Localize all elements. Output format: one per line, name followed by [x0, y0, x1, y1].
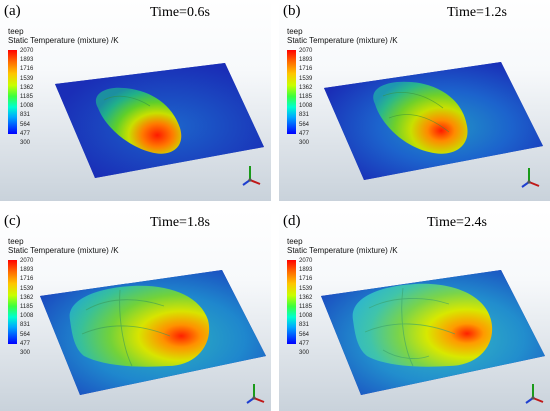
colorbar-tick: 1539 [299, 285, 313, 292]
axis-triad-icon [246, 384, 265, 404]
colorbar-ticks: 2070 1893 1716 1539 1362 1185 1008 831 5… [299, 47, 312, 148]
colorbar-tick: 1539 [299, 75, 313, 82]
colorbar-tick: 477 [20, 340, 31, 347]
panel-a: (a) Time=0.6s teep Static Temperature (m… [0, 0, 271, 201]
temperature-contour-plot [40, 270, 266, 395]
colorbar-tick: 477 [299, 130, 310, 137]
colorbar-tick: 1362 [299, 84, 313, 91]
panel-c: (c) Time=1.8s teep Static Temperature (m… [0, 210, 271, 411]
colorbar-tick: 1893 [299, 57, 313, 64]
colorbar-tick: 831 [20, 112, 31, 119]
colorbar-tick: 564 [299, 331, 310, 338]
colorbar-tick: 1362 [20, 84, 34, 91]
colorbar [287, 260, 296, 344]
panel-label: (d) [283, 213, 301, 229]
colorbar-tick: 831 [20, 322, 31, 329]
colorbar-quantity: Static Temperature (mixture) /K [287, 36, 398, 45]
colorbar-tick: 1716 [299, 66, 313, 73]
panel-d: (d) Time=2.4s teep Static Temperature (m… [279, 210, 550, 411]
colorbar-tick: 1716 [20, 66, 34, 73]
panel-label: (b) [283, 3, 301, 19]
colorbar-quantity: Static Temperature (mixture) /K [287, 246, 398, 255]
colorbar-ticks: 2070 1893 1716 1539 1362 1185 1008 831 5… [299, 257, 312, 358]
temperature-contour-plot [55, 63, 264, 178]
temperature-contour-plot [321, 270, 545, 395]
colorbar-variable: teep [8, 237, 24, 246]
axis-triad-icon [521, 168, 540, 188]
panel-time: Time=0.6s [150, 5, 210, 20]
colorbar-tick: 564 [20, 331, 31, 338]
colorbar-variable: teep [287, 27, 303, 36]
colorbar-tick: 1185 [20, 303, 33, 310]
axis-triad-icon [242, 166, 261, 186]
colorbar-tick: 831 [299, 112, 310, 119]
colorbar [8, 50, 17, 134]
panel-time: Time=2.4s [427, 215, 487, 230]
colorbar-tick: 1716 [20, 276, 34, 283]
colorbar-tick: 1008 [299, 103, 313, 110]
colorbar-tick: 1539 [20, 285, 34, 292]
colorbar-tick: 477 [20, 130, 31, 137]
colorbar-tick: 1008 [299, 313, 313, 320]
colorbar-tick: 1185 [20, 93, 33, 100]
colorbar-tick: 2070 [20, 48, 34, 54]
colorbar-tick: 300 [299, 349, 310, 356]
panel-label: (a) [4, 3, 21, 19]
colorbar-tick: 1362 [299, 294, 313, 301]
panel-time: Time=1.2s [447, 5, 507, 20]
panel-label: (c) [4, 213, 21, 229]
colorbar-tick: 1008 [20, 313, 34, 320]
colorbar-tick: 1185 [299, 303, 312, 310]
colorbar-tick: 1539 [20, 75, 34, 82]
colorbar-ticks: 2070 1893 1716 1539 1362 1185 1008 831 5… [20, 47, 33, 148]
colorbar-tick: 2070 [299, 48, 313, 54]
colorbar-quantity: Static Temperature (mixture) /K [8, 36, 119, 45]
colorbar-tick: 300 [20, 349, 31, 356]
colorbar-tick: 2070 [20, 258, 34, 264]
colorbar-tick: 831 [299, 322, 310, 329]
colorbar-tick: 300 [299, 139, 310, 146]
colorbar-tick: 477 [299, 340, 310, 347]
colorbar-tick: 1185 [299, 93, 312, 100]
colorbar-tick: 1362 [20, 294, 34, 301]
colorbar [8, 260, 17, 344]
colorbar-tick: 564 [299, 121, 310, 128]
panel-b: (b) Time=1.2s teep Static Temperature (m… [279, 0, 550, 201]
colorbar-tick: 1008 [20, 103, 34, 110]
colorbar-tick: 300 [20, 139, 31, 146]
colorbar-quantity: Static Temperature (mixture) /K [8, 246, 119, 255]
colorbar-tick: 1893 [20, 57, 34, 64]
colorbar-tick: 564 [20, 121, 31, 128]
colorbar-variable: teep [287, 237, 303, 246]
colorbar-ticks: 2070 1893 1716 1539 1362 1185 1008 831 5… [20, 257, 33, 358]
colorbar-tick: 2070 [299, 258, 313, 264]
colorbar-tick: 1893 [20, 267, 34, 274]
colorbar [287, 50, 296, 134]
axis-triad-icon [525, 384, 544, 404]
colorbar-variable: teep [8, 27, 24, 36]
colorbar-tick: 1716 [299, 276, 313, 283]
colorbar-tick: 1893 [299, 267, 313, 274]
panel-time: Time=1.8s [150, 215, 210, 230]
temperature-contour-plot [324, 62, 543, 180]
